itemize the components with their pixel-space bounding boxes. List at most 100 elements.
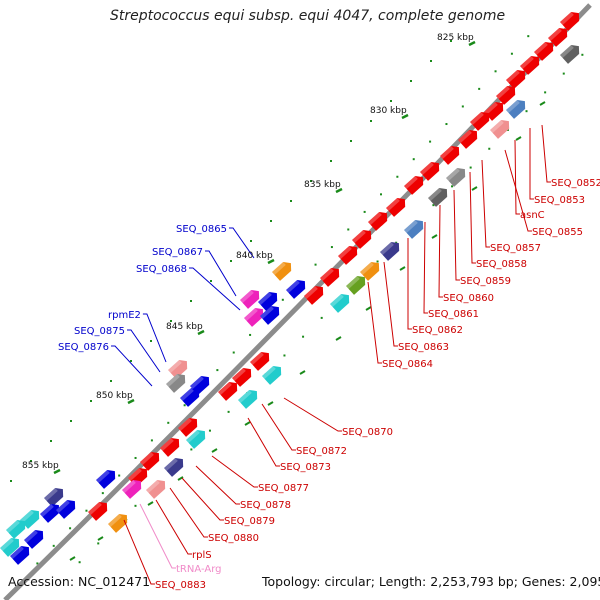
gene-feature <box>360 261 380 281</box>
minor-tick <box>365 306 372 311</box>
tick-dot <box>330 160 332 162</box>
kbp-tick-mark <box>401 113 409 120</box>
leader-line <box>541 124 551 183</box>
gene-feature <box>238 389 258 409</box>
gene-feature <box>10 545 30 565</box>
leader-line <box>211 455 258 488</box>
gene-label: SEQ_0872 <box>296 446 347 457</box>
gene-feature <box>548 27 568 47</box>
tick-dot <box>363 210 366 213</box>
gene-feature <box>428 187 448 207</box>
gene-feature <box>121 479 142 499</box>
gene-feature <box>186 429 206 449</box>
tick-dot <box>250 240 252 242</box>
tick-dot <box>350 140 352 142</box>
tick-dot <box>69 527 72 530</box>
gene-feature <box>260 305 280 325</box>
gene-feature <box>40 503 60 523</box>
gene-feature <box>178 417 198 437</box>
leader-line <box>481 159 490 248</box>
gene-label: rplS <box>192 550 212 561</box>
tick-dot <box>544 91 547 94</box>
leader-line <box>407 238 412 330</box>
label-leader-lines <box>111 124 551 585</box>
tick-dot <box>412 158 415 161</box>
minor-tick <box>147 501 154 506</box>
minor-tick <box>471 186 478 191</box>
tick-dot <box>78 561 81 564</box>
leader-line <box>261 403 296 451</box>
tick-dot <box>410 80 412 82</box>
gene-label: SEQ_0860 <box>443 293 494 304</box>
tick-dot <box>380 193 382 196</box>
gene-feature <box>160 437 180 457</box>
gene-feature <box>262 365 282 385</box>
gene-label: SEQ_0879 <box>224 516 275 527</box>
tick-dot <box>376 260 379 263</box>
leader-line <box>205 250 237 297</box>
leader-line <box>169 487 208 538</box>
gene-feature <box>446 167 466 187</box>
tick-dot <box>310 180 312 182</box>
minor-tick <box>539 101 546 106</box>
gene-feature <box>338 245 358 265</box>
tick-dot <box>290 200 292 202</box>
gene-label: SEQ_0858 <box>476 259 527 270</box>
tick-dot <box>134 504 137 507</box>
tick-dot <box>230 260 232 262</box>
minor-tick <box>177 476 184 481</box>
gene-feature <box>520 55 540 75</box>
gene-labels: SEQ_0852 SEQ_0853 asnC SEQ_0855 SEQ_0857 SEQ_… <box>58 178 600 591</box>
gene-feature <box>108 513 128 533</box>
minor-tick <box>69 556 76 561</box>
tick-dot <box>249 333 252 336</box>
gene-feature <box>352 229 372 249</box>
gene-feature <box>146 479 166 499</box>
tick-dot <box>429 140 432 143</box>
gene-label: SEQ_0864 <box>382 359 433 370</box>
tick-dot <box>170 320 172 322</box>
gene-feature <box>320 267 340 287</box>
tick-dot <box>494 70 497 73</box>
gene-label: SEQ_0883 <box>155 580 206 591</box>
tick-dot <box>167 421 170 424</box>
leader-line <box>139 503 176 569</box>
tick-dot <box>85 509 88 512</box>
tick-dot <box>110 380 112 382</box>
gene-feature <box>386 197 406 217</box>
kbp-tick-mark <box>267 258 275 265</box>
tick-dot <box>150 340 152 342</box>
leader-line <box>229 227 255 259</box>
minor-tick <box>211 448 218 453</box>
gene-feature <box>458 129 478 149</box>
gene-label: SEQ_0870 <box>342 427 393 438</box>
tick-dot <box>216 369 219 372</box>
tick-dot <box>30 460 32 462</box>
tick-dot <box>270 220 272 222</box>
tick-dot <box>208 429 211 432</box>
tick-dot <box>227 410 230 413</box>
minor-tick <box>431 234 438 239</box>
gene-feature <box>380 241 400 261</box>
tick-dot <box>90 400 92 402</box>
tick-dot <box>320 316 323 319</box>
leader-line <box>189 267 241 311</box>
kbp-tick-label: 825 kbp <box>437 33 474 43</box>
gene-label: SEQ_0852 <box>551 178 600 189</box>
minor-tick <box>97 536 104 541</box>
gene-label: SEQ_0876 <box>58 342 109 353</box>
tick-dot <box>190 448 193 451</box>
gene-label: asnC <box>520 210 545 221</box>
tick-dot <box>70 420 72 422</box>
gene-feature <box>286 279 306 299</box>
gene-feature <box>272 261 292 281</box>
map-title: Streptococcus equi subsp. equi 4047, com… <box>110 8 506 24</box>
tick-dot <box>183 404 186 407</box>
gene-label: SEQ_0857 <box>490 243 541 254</box>
leader-line <box>383 261 398 347</box>
tick-dot <box>461 105 464 108</box>
leader-line <box>438 204 443 298</box>
gene-feature <box>6 519 26 539</box>
leader-line <box>514 139 520 215</box>
kbp-tick-mark <box>53 468 61 475</box>
